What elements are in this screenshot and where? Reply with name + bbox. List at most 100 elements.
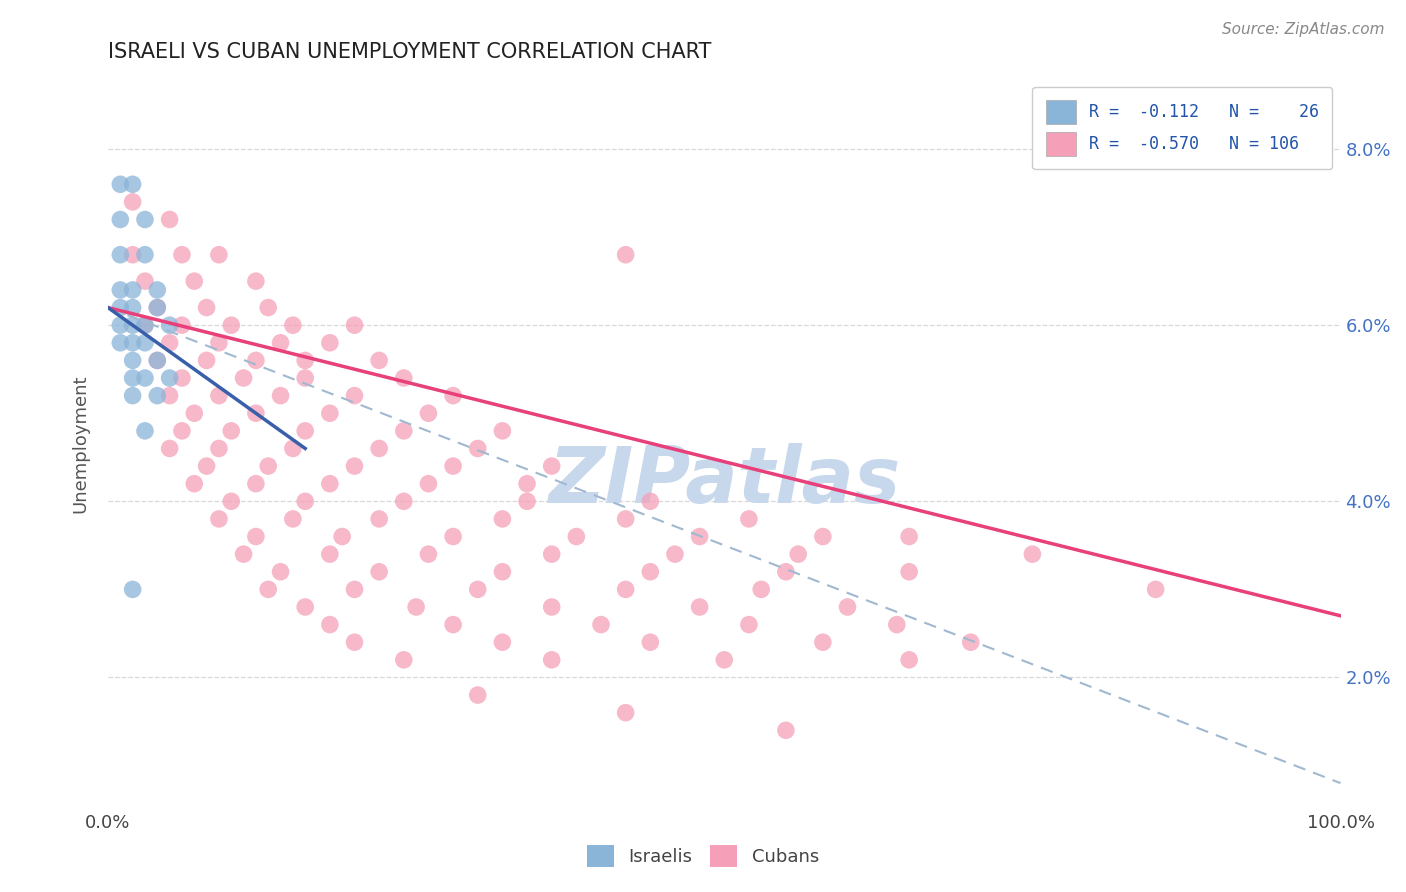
Point bbox=[491, 635, 513, 649]
Point bbox=[270, 335, 292, 350]
Point bbox=[959, 635, 981, 649]
Point bbox=[121, 335, 143, 350]
Point bbox=[1144, 582, 1167, 597]
Point bbox=[319, 617, 342, 632]
Point bbox=[614, 582, 637, 597]
Point bbox=[565, 529, 588, 543]
Point bbox=[775, 565, 797, 579]
Point bbox=[208, 248, 231, 262]
Point bbox=[121, 371, 143, 385]
Point bbox=[195, 301, 218, 315]
Point bbox=[170, 318, 193, 333]
Point bbox=[540, 459, 562, 474]
Point bbox=[134, 318, 156, 333]
Point bbox=[121, 301, 143, 315]
Point bbox=[146, 353, 169, 368]
Point bbox=[281, 442, 304, 456]
Point bbox=[170, 248, 193, 262]
Point bbox=[159, 442, 181, 456]
Point bbox=[219, 318, 242, 333]
Point bbox=[664, 547, 686, 561]
Point bbox=[257, 459, 280, 474]
Point bbox=[640, 635, 662, 649]
Point bbox=[441, 529, 464, 543]
Point bbox=[319, 335, 342, 350]
Point bbox=[368, 353, 391, 368]
Point bbox=[689, 529, 711, 543]
Point bbox=[208, 335, 231, 350]
Point bbox=[392, 424, 415, 438]
Point bbox=[208, 512, 231, 526]
Point bbox=[898, 565, 921, 579]
Point bbox=[134, 212, 156, 227]
Point bbox=[491, 424, 513, 438]
Point bbox=[219, 494, 242, 508]
Point bbox=[441, 617, 464, 632]
Point bbox=[195, 353, 218, 368]
Point bbox=[343, 582, 366, 597]
Point bbox=[245, 476, 267, 491]
Point bbox=[134, 318, 156, 333]
Point bbox=[232, 547, 254, 561]
Point bbox=[245, 353, 267, 368]
Point bbox=[640, 494, 662, 508]
Point bbox=[516, 494, 538, 508]
Point bbox=[343, 635, 366, 649]
Point bbox=[330, 529, 353, 543]
Point bbox=[811, 635, 834, 649]
Legend: R =  -0.112   N =    26, R =  -0.570   N = 106: R = -0.112 N = 26, R = -0.570 N = 106 bbox=[1032, 87, 1331, 169]
Point bbox=[257, 301, 280, 315]
Point bbox=[281, 318, 304, 333]
Point bbox=[121, 248, 143, 262]
Point bbox=[392, 653, 415, 667]
Point bbox=[159, 335, 181, 350]
Point bbox=[146, 301, 169, 315]
Point bbox=[121, 283, 143, 297]
Point bbox=[121, 318, 143, 333]
Point bbox=[146, 301, 169, 315]
Point bbox=[491, 565, 513, 579]
Point bbox=[713, 653, 735, 667]
Point bbox=[738, 617, 761, 632]
Point bbox=[195, 459, 218, 474]
Point bbox=[146, 353, 169, 368]
Point bbox=[121, 582, 143, 597]
Point bbox=[294, 424, 316, 438]
Point bbox=[257, 582, 280, 597]
Point bbox=[110, 283, 132, 297]
Point bbox=[183, 406, 205, 420]
Point bbox=[134, 248, 156, 262]
Point bbox=[368, 565, 391, 579]
Point bbox=[614, 248, 637, 262]
Point bbox=[134, 274, 156, 288]
Point bbox=[540, 599, 562, 614]
Point bbox=[738, 512, 761, 526]
Point bbox=[491, 512, 513, 526]
Point bbox=[159, 318, 181, 333]
Point bbox=[208, 389, 231, 403]
Point bbox=[146, 389, 169, 403]
Text: ISRAELI VS CUBAN UNEMPLOYMENT CORRELATION CHART: ISRAELI VS CUBAN UNEMPLOYMENT CORRELATIO… bbox=[108, 42, 711, 62]
Point bbox=[232, 371, 254, 385]
Point bbox=[898, 653, 921, 667]
Point bbox=[614, 512, 637, 526]
Point bbox=[319, 406, 342, 420]
Point bbox=[787, 547, 810, 561]
Point bbox=[294, 494, 316, 508]
Point bbox=[110, 318, 132, 333]
Point bbox=[183, 476, 205, 491]
Point bbox=[294, 353, 316, 368]
Point bbox=[170, 371, 193, 385]
Point bbox=[689, 599, 711, 614]
Point bbox=[110, 301, 132, 315]
Point bbox=[270, 389, 292, 403]
Point bbox=[121, 178, 143, 192]
Point bbox=[110, 212, 132, 227]
Point bbox=[159, 212, 181, 227]
Point bbox=[467, 688, 489, 702]
Point bbox=[245, 274, 267, 288]
Point bbox=[319, 476, 342, 491]
Point bbox=[540, 547, 562, 561]
Point bbox=[134, 424, 156, 438]
Point bbox=[418, 476, 440, 491]
